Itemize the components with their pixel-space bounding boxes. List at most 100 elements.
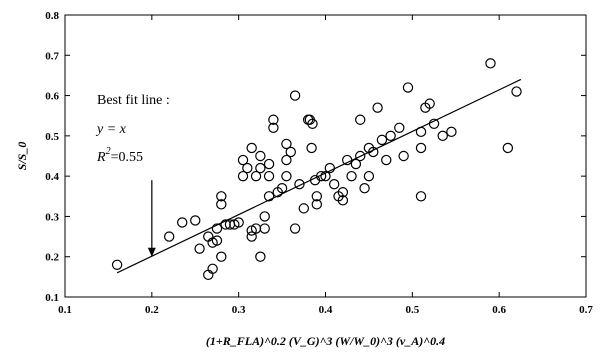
data-point bbox=[177, 217, 188, 228]
data-point bbox=[216, 191, 227, 202]
data-point bbox=[268, 114, 279, 125]
data-point bbox=[111, 259, 123, 270]
data-point bbox=[355, 150, 366, 162]
annotation-equation: y = x bbox=[95, 122, 127, 137]
y-tick-label: 0.2 bbox=[45, 252, 59, 264]
x-axis-label: (1+R_FLA)^0.2 (V_G)^3 (W/W_0)^3 (v_A)^0.… bbox=[206, 334, 445, 348]
annotation-arrow bbox=[147, 180, 156, 257]
data-point bbox=[194, 243, 205, 254]
data-point bbox=[211, 223, 223, 234]
data-point bbox=[246, 142, 257, 154]
data-point bbox=[259, 211, 270, 222]
y-tick-label: 0.8 bbox=[45, 10, 59, 22]
annotation-r2-letter: R bbox=[96, 150, 106, 165]
best-fit-line-group bbox=[116, 78, 522, 274]
x-tick-label: 0.7 bbox=[579, 304, 593, 316]
data-point bbox=[337, 187, 349, 198]
data-point bbox=[311, 199, 323, 210]
data-point bbox=[289, 90, 301, 101]
data-point bbox=[281, 170, 292, 182]
x-tick-label: 0.3 bbox=[232, 304, 246, 316]
data-point bbox=[281, 138, 292, 150]
data-point bbox=[502, 142, 514, 154]
data-point bbox=[359, 183, 370, 194]
annotation-group: Best fit line : y = x R2=0.55 bbox=[95, 93, 170, 257]
data-point bbox=[350, 158, 362, 170]
data-point bbox=[233, 217, 244, 228]
data-point bbox=[281, 154, 292, 166]
data-point bbox=[255, 162, 266, 174]
y-tick-label: 0.6 bbox=[45, 91, 59, 103]
arrow-head bbox=[147, 247, 156, 257]
data-point bbox=[211, 235, 223, 246]
data-point bbox=[285, 146, 296, 158]
data-point bbox=[163, 231, 175, 242]
data-point bbox=[298, 203, 309, 214]
y-tick-label: 0.5 bbox=[45, 131, 59, 143]
data-point bbox=[237, 170, 249, 182]
data-point bbox=[376, 134, 388, 146]
data-point bbox=[424, 98, 435, 109]
data-point bbox=[207, 263, 218, 274]
annotation-r2-superscript: 2 bbox=[106, 146, 111, 157]
data-point bbox=[190, 215, 201, 226]
data-point bbox=[216, 199, 227, 210]
data-point bbox=[259, 223, 270, 234]
data-point bbox=[242, 162, 253, 174]
best-fit-line bbox=[116, 78, 522, 274]
data-point bbox=[372, 102, 383, 113]
data-point bbox=[415, 142, 427, 154]
data-points bbox=[111, 58, 522, 281]
data-point bbox=[255, 251, 266, 262]
annotation-r2-value: =0.55 bbox=[111, 150, 143, 165]
data-point bbox=[381, 154, 392, 166]
data-point bbox=[268, 122, 279, 134]
data-point bbox=[368, 146, 379, 158]
data-point bbox=[315, 170, 327, 182]
data-point bbox=[263, 158, 275, 170]
x-tick-label: 0.1 bbox=[58, 304, 72, 316]
data-point bbox=[437, 130, 448, 142]
data-point bbox=[355, 114, 366, 125]
data-point bbox=[263, 191, 275, 202]
data-point bbox=[246, 231, 257, 242]
data-point bbox=[324, 162, 336, 174]
data-point bbox=[307, 118, 318, 129]
data-point bbox=[263, 170, 275, 182]
data-point bbox=[294, 178, 305, 190]
data-point bbox=[446, 126, 457, 138]
data-point bbox=[328, 178, 340, 190]
y-axis-label: S/S_0 bbox=[15, 142, 29, 171]
data-point bbox=[385, 130, 396, 142]
data-point bbox=[394, 122, 405, 134]
data-point bbox=[415, 191, 427, 202]
data-point bbox=[320, 170, 331, 182]
data-point bbox=[250, 170, 262, 182]
data-point bbox=[428, 118, 440, 129]
data-point bbox=[276, 183, 288, 194]
data-point bbox=[346, 170, 357, 182]
data-point bbox=[415, 126, 427, 138]
data-point bbox=[311, 191, 323, 202]
data-point bbox=[511, 86, 522, 97]
data-point bbox=[342, 154, 353, 166]
data-point bbox=[485, 58, 496, 69]
data-point bbox=[398, 150, 409, 162]
plot-frame bbox=[64, 14, 587, 298]
data-point bbox=[363, 170, 375, 182]
data-point bbox=[255, 150, 266, 162]
data-point bbox=[402, 82, 414, 93]
y-tick-label: 0.7 bbox=[45, 50, 59, 62]
data-point bbox=[237, 154, 249, 166]
x-tick-label: 0.6 bbox=[492, 304, 506, 316]
annotation-r2: R2=0.55 bbox=[96, 146, 143, 165]
data-point bbox=[289, 223, 301, 234]
y-tick-label: 0.1 bbox=[45, 292, 59, 304]
axis-ticks: 0.1 0.2 0.3 0.4 0.5 0.6 0.7 0.1 0.2 0.3 0.4 0.5 0.6 0… bbox=[45, 10, 593, 316]
data-point bbox=[216, 251, 227, 262]
annotation-best-fit: Best fit line : bbox=[97, 93, 170, 108]
x-tick-label: 0.5 bbox=[405, 304, 419, 316]
y-tick-label: 0.3 bbox=[45, 211, 59, 223]
y-tick-label: 0.4 bbox=[45, 171, 59, 183]
